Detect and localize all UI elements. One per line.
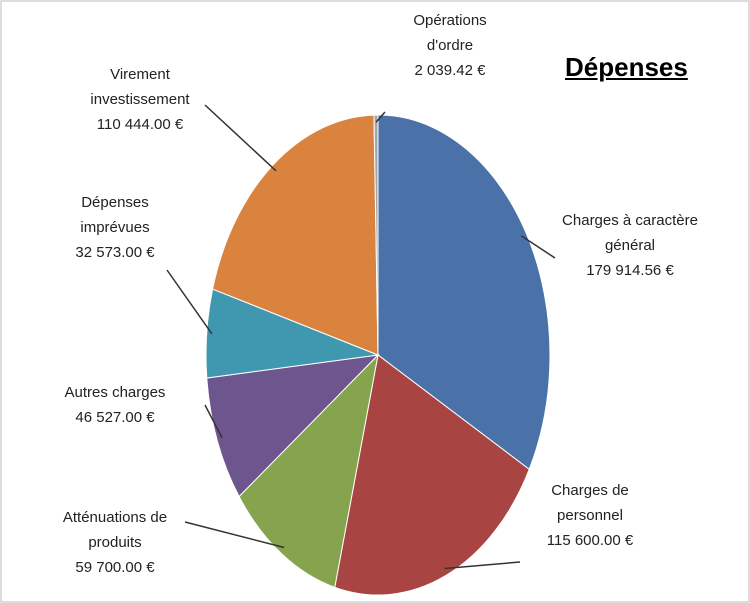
leader-line xyxy=(375,111,386,123)
pie-slice xyxy=(238,353,379,588)
category-label: Autres charges xyxy=(64,384,166,401)
pie-slice xyxy=(377,114,551,471)
pie-slice xyxy=(373,114,379,356)
pie-slice xyxy=(334,354,530,596)
leader-line xyxy=(204,404,223,439)
category-label: Dépenses imprévues xyxy=(80,194,150,236)
slice-label: Dépenses imprévues 32 573.00 € xyxy=(55,190,175,265)
value-label: 179 914.56 € xyxy=(586,262,674,279)
pie-slice xyxy=(206,354,380,498)
category-label: Charges à caractère général xyxy=(562,212,698,254)
leader-line xyxy=(444,561,521,570)
leader-line xyxy=(520,235,556,259)
category-label: Virement investissement xyxy=(90,66,190,108)
category-label: Atténuations de produits xyxy=(62,509,168,551)
value-label: 59 700.00 € xyxy=(75,559,155,576)
leader-line xyxy=(184,521,285,549)
category-label: Opérations d'ordre xyxy=(413,12,487,54)
category-label: Charges de personnel xyxy=(551,482,629,524)
leader-line xyxy=(166,269,213,335)
slice-label: Atténuations de produits 59 700.00 € xyxy=(40,505,190,580)
value-label: 2 039.42 € xyxy=(414,62,486,79)
value-label: 110 444.00 € xyxy=(96,116,184,133)
value-label: 32 573.00 € xyxy=(75,244,155,261)
slice-label: Opérations d'ordre 2 039.42 € xyxy=(390,8,510,83)
chart-title: Dépenses xyxy=(565,52,688,82)
value-label: 115 600.00 € xyxy=(546,532,634,549)
slice-label: Virement investissement 110 444.00 € xyxy=(60,62,220,137)
slice-label: Autres charges 46 527.00 € xyxy=(40,380,190,430)
pie-slice xyxy=(212,114,379,356)
slice-label: Charges à caractère général 179 914.56 € xyxy=(555,208,705,283)
value-label: 46 527.00 € xyxy=(75,409,155,426)
slice-label: Charges de personnel 115 600.00 € xyxy=(520,478,660,553)
leader-line xyxy=(204,104,277,172)
